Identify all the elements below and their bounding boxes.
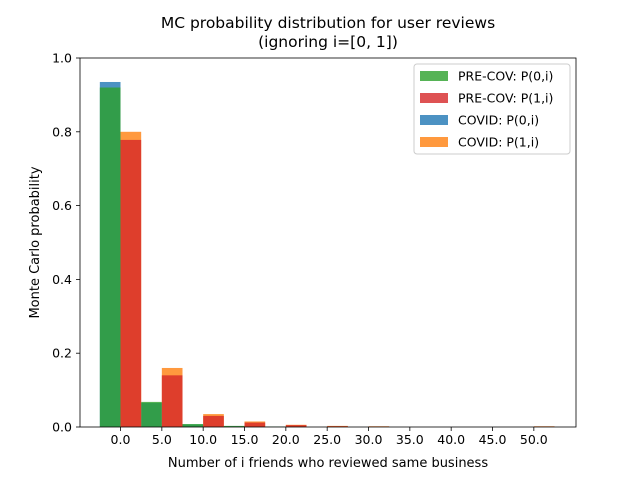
- bars-group: [99, 81, 555, 428]
- x-tick-label: 20.0: [272, 432, 300, 447]
- bar-series-1-bin-1: [120, 139, 142, 427]
- x-tick-label: 10.0: [189, 432, 217, 447]
- y-tick-label: 0.0: [52, 420, 72, 435]
- bar-series-0-bin-2: [141, 401, 162, 427]
- legend-swatch: [420, 137, 448, 147]
- x-tick-label: 45.0: [479, 432, 507, 447]
- legend-label: COVID: P(1,i): [458, 135, 539, 150]
- chart-title-line-1: MC probability distribution for user rev…: [161, 14, 495, 32]
- x-tick-label: 5.0: [152, 432, 172, 447]
- legend: PRE-COV: P(0,i) PRE-COV: P(1,i) COVID: P(0…: [413, 63, 571, 155]
- bar-series-1-bin-9: [285, 425, 307, 427]
- x-axis-ticks: 0.0 5.0 10.0 15.0 20.0 25.0 30.0 35.0 40.0 45.0 50…: [111, 427, 548, 447]
- y-tick-label: 1.0: [52, 51, 72, 66]
- x-tick-label: 30.0: [355, 432, 383, 447]
- x-axis-label: Number of i friends who reviewed same bu…: [168, 456, 488, 471]
- y-tick-label: 0.4: [52, 272, 72, 287]
- bar-series-1-bin-5: [203, 415, 224, 427]
- legend-swatch: [420, 115, 448, 125]
- bar-series-1-bin-7: [244, 422, 266, 427]
- x-tick-label: 15.0: [231, 432, 259, 447]
- legend-swatch: [420, 93, 448, 103]
- y-tick-label: 0.2: [52, 346, 72, 361]
- legend-swatch: [420, 71, 448, 81]
- bar-series-0-bin-4: [182, 424, 204, 427]
- y-tick-label: 0.6: [52, 198, 72, 213]
- y-axis-label: Monte Carlo probability: [28, 166, 43, 318]
- legend-label: COVID: P(0,i): [458, 113, 539, 128]
- y-axis-ticks: 0.0 0.2 0.4 0.6 0.8 1.0: [52, 51, 80, 435]
- x-tick-label: 25.0: [313, 432, 341, 447]
- x-tick-label: 35.0: [396, 432, 424, 447]
- legend-box: [413, 63, 571, 155]
- bar-series-1-bin-3: [161, 375, 183, 427]
- bar-series-0-bin-6: [223, 425, 245, 427]
- legend-label: PRE-COV: P(1,i): [458, 91, 553, 106]
- x-tick-label: 50.0: [520, 432, 548, 447]
- chart-title: MC probability distribution for user rev…: [161, 14, 495, 51]
- bar-series-0-bin-0: [99, 87, 121, 428]
- legend-label: PRE-COV: P(0,i): [458, 69, 553, 84]
- x-tick-label: 0.0: [111, 432, 131, 447]
- x-tick-label: 40.0: [437, 432, 465, 447]
- plot-frame: [79, 57, 577, 428]
- y-tick-label: 0.8: [52, 124, 72, 139]
- chart-title-line-2: (ignoring i=[0, 1]): [258, 33, 398, 51]
